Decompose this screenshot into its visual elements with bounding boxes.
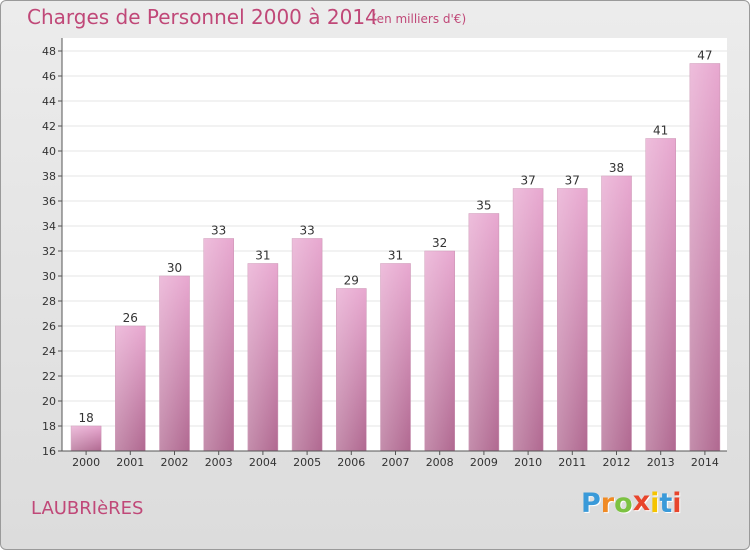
logo-letter: x: [632, 486, 651, 517]
bar-highlight-2002: [159, 276, 190, 451]
y-tick-label: 26: [42, 320, 56, 333]
bar-highlight-2001: [115, 326, 146, 451]
logo-letter: i: [672, 488, 682, 519]
data-label-2009: 35: [476, 199, 491, 213]
data-label-2007: 31: [388, 249, 403, 263]
data-label-2008: 32: [432, 236, 447, 250]
bar-highlight-2007: [380, 263, 411, 451]
y-tick-label: 42: [42, 120, 56, 133]
y-tick-label: 22: [42, 370, 56, 383]
data-label-2014: 47: [697, 49, 712, 63]
x-tick-label-2002: 2002: [161, 456, 189, 469]
x-tick-label-2003: 2003: [205, 456, 233, 469]
data-label-2012: 38: [609, 161, 624, 175]
y-tick-label: 34: [42, 220, 56, 233]
x-tick-label-2006: 2006: [337, 456, 365, 469]
bar-highlight-2003: [203, 238, 234, 451]
logo-letter: t: [659, 488, 673, 519]
logo-letter: r: [600, 488, 615, 519]
logo-letter: o: [614, 488, 633, 519]
x-tick-label-2010: 2010: [514, 456, 542, 469]
bar-highlight-2011: [557, 188, 588, 451]
y-tick-label: 48: [42, 45, 56, 58]
bar-highlight-2013: [645, 138, 676, 451]
y-tick-label: 18: [42, 420, 56, 433]
bar-highlight-2012: [601, 176, 632, 451]
y-tick-label: 24: [42, 345, 56, 358]
data-label-2005: 33: [299, 224, 314, 238]
bar-highlight-2008: [424, 251, 455, 451]
data-label-2001: 26: [123, 311, 138, 325]
data-label-2004: 31: [255, 249, 270, 263]
y-tick-label: 38: [42, 170, 56, 183]
chart-title: Charges de Personnel 2000 à 2014: [27, 5, 378, 29]
logo-letter: i: [650, 488, 660, 519]
bar-highlight-2000: [71, 426, 102, 451]
bar-highlight-2006: [336, 288, 367, 451]
bar-highlight-2010: [513, 188, 544, 451]
data-label-2013: 41: [653, 124, 668, 138]
x-tick-label-2008: 2008: [426, 456, 454, 469]
bar-highlight-2005: [292, 238, 323, 451]
x-tick-label-2000: 2000: [72, 456, 100, 469]
proxiti-logo: Proxiti: [581, 486, 682, 519]
x-tick-label-2011: 2011: [558, 456, 586, 469]
x-tick-label-2001: 2001: [116, 456, 144, 469]
data-label-2000: 18: [78, 411, 93, 425]
y-tick-label: 40: [42, 145, 56, 158]
y-tick-label: 20: [42, 395, 56, 408]
bar-highlight-2009: [468, 213, 499, 451]
data-label-2003: 33: [211, 224, 226, 238]
x-tick-label-2014: 2014: [691, 456, 719, 469]
chart-subtitle: (en milliers d'€): [372, 12, 467, 26]
y-tick-label: 44: [42, 95, 56, 108]
x-tick-label-2004: 2004: [249, 456, 277, 469]
commune-name: LAUBRIèRES: [31, 498, 144, 519]
logo-letter: P: [581, 488, 601, 519]
x-tick-label-2013: 2013: [647, 456, 675, 469]
bar-highlight-2014: [689, 63, 720, 451]
data-label-2011: 37: [565, 174, 580, 188]
y-tick-label: 30: [42, 270, 56, 283]
bar-highlight-2004: [247, 263, 278, 451]
x-tick-label-2009: 2009: [470, 456, 498, 469]
data-label-2010: 37: [520, 174, 535, 188]
y-tick-label: 28: [42, 295, 56, 308]
y-tick-label: 16: [42, 445, 56, 458]
y-tick-label: 32: [42, 245, 56, 258]
x-tick-label-2012: 2012: [603, 456, 631, 469]
y-tick-label: 36: [42, 195, 56, 208]
y-tick-label: 46: [42, 70, 56, 83]
x-tick-label-2007: 2007: [382, 456, 410, 469]
data-label-2006: 29: [344, 274, 359, 288]
x-tick-label-2005: 2005: [293, 456, 321, 469]
data-label-2002: 30: [167, 261, 182, 275]
